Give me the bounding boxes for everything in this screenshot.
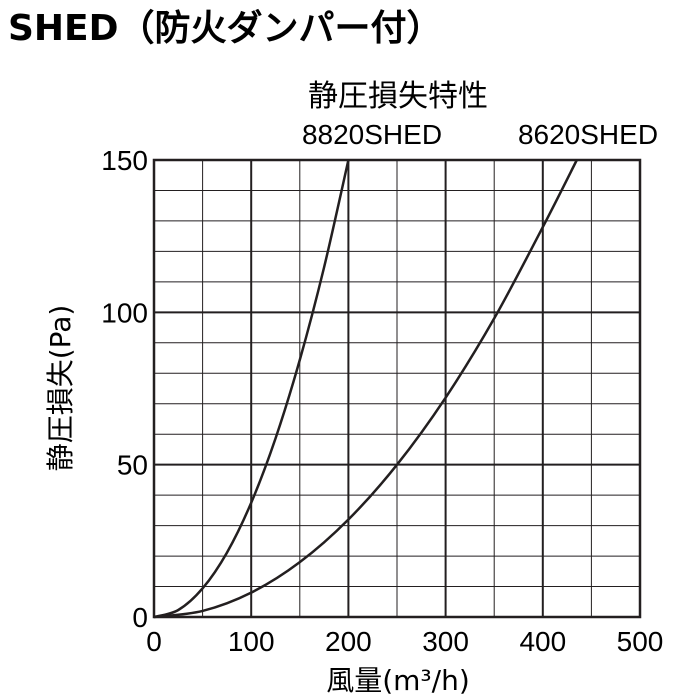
x-axis-label: 風量(m³/h) bbox=[326, 664, 470, 697]
chart-title: 静圧損失特性 bbox=[308, 79, 488, 114]
y-tick-label: 100 bbox=[101, 297, 148, 328]
y-axis-label: 静圧損失(Pa) bbox=[44, 305, 77, 472]
series-label-8820shed: 8820SHED bbox=[302, 119, 442, 150]
x-tick-label: 100 bbox=[228, 626, 275, 657]
series-label-8620shed: 8620SHED bbox=[518, 119, 658, 150]
series-line-8820shed bbox=[153, 159, 350, 619]
x-tick-label: 0 bbox=[146, 626, 162, 657]
x-tick-label: 300 bbox=[422, 626, 469, 657]
y-tick-label: 150 bbox=[101, 145, 148, 176]
y-tick-label: 0 bbox=[132, 602, 148, 633]
x-tick-label: 200 bbox=[325, 626, 372, 657]
page-title: SHED（防火ダンパー付） bbox=[8, 8, 443, 49]
series-line-8620shed bbox=[153, 159, 578, 619]
x-tick-label: 500 bbox=[617, 626, 664, 657]
minor-gridlines bbox=[154, 160, 640, 617]
series-lines bbox=[153, 159, 578, 619]
x-tick-labels: 0 100 200 300 400 500 bbox=[146, 626, 663, 657]
y-tick-labels: 0 50 100 150 bbox=[101, 145, 148, 633]
x-tick-label: 400 bbox=[519, 626, 566, 657]
y-tick-label: 50 bbox=[117, 450, 148, 481]
plot-frame bbox=[152, 158, 642, 619]
